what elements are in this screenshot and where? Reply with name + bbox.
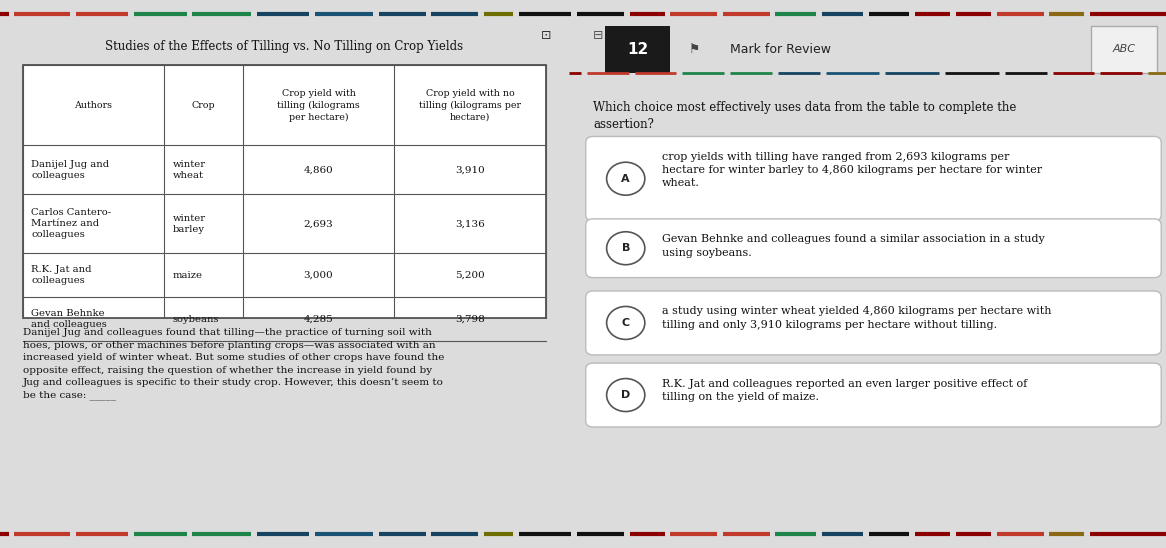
- Text: A: A: [621, 174, 630, 184]
- Text: Crop: Crop: [191, 101, 216, 110]
- FancyBboxPatch shape: [1091, 26, 1157, 73]
- Text: Authors: Authors: [75, 101, 112, 110]
- FancyBboxPatch shape: [23, 65, 546, 318]
- Text: Danijel Jug and colleagues found that tilling—the practice of turning soil with
: Danijel Jug and colleagues found that ti…: [23, 328, 444, 400]
- Text: B: B: [621, 243, 630, 253]
- Text: 12: 12: [627, 42, 648, 57]
- Text: maize: maize: [173, 271, 203, 280]
- Text: C: C: [621, 318, 630, 328]
- Text: 5,200: 5,200: [456, 271, 485, 280]
- Text: winter
wheat: winter wheat: [173, 159, 205, 180]
- Text: Danijel Jug and
colleagues: Danijel Jug and colleagues: [31, 159, 110, 180]
- Text: 3,000: 3,000: [303, 271, 333, 280]
- Text: 3,136: 3,136: [456, 219, 485, 229]
- Text: 2,693: 2,693: [303, 219, 333, 229]
- Text: D: D: [621, 390, 631, 400]
- Text: Gevan Behnke and colleagues found a similar association in a study
using soybean: Gevan Behnke and colleagues found a simi…: [661, 235, 1045, 258]
- Text: ⊟: ⊟: [592, 30, 603, 42]
- Text: Crop yield with
tilling (kilograms
per hectare): Crop yield with tilling (kilograms per h…: [278, 89, 360, 122]
- FancyBboxPatch shape: [585, 136, 1161, 221]
- Text: Crop yield with no
tilling (kilograms per
hectare): Crop yield with no tilling (kilograms pe…: [420, 89, 521, 122]
- FancyBboxPatch shape: [585, 291, 1161, 355]
- Text: crop yields with tilling have ranged from 2,693 kilograms per
hectare for winter: crop yields with tilling have ranged fro…: [661, 152, 1041, 189]
- Text: soybeans: soybeans: [173, 315, 219, 323]
- Text: ⊡: ⊡: [541, 30, 552, 42]
- Text: Studies of the Effects of Tilling vs. No Tilling on Crop Yields: Studies of the Effects of Tilling vs. No…: [105, 39, 464, 53]
- Text: R.K. Jat and
colleagues: R.K. Jat and colleagues: [31, 265, 92, 286]
- Text: 4,860: 4,860: [303, 165, 333, 174]
- FancyBboxPatch shape: [585, 219, 1161, 278]
- Text: 3,910: 3,910: [456, 165, 485, 174]
- Text: a study using winter wheat yielded 4,860 kilograms per hectare with
tilling and : a study using winter wheat yielded 4,860…: [661, 306, 1051, 330]
- Text: Which choice most effectively uses data from the table to complete the
assertion: Which choice most effectively uses data …: [592, 101, 1017, 132]
- Text: ABC: ABC: [1112, 44, 1136, 54]
- Text: Mark for Review: Mark for Review: [730, 43, 831, 56]
- Text: R.K. Jat and colleagues reported an even larger positive effect of
tilling on th: R.K. Jat and colleagues reported an even…: [661, 379, 1027, 402]
- Text: ⚑: ⚑: [688, 43, 700, 56]
- Text: 4,285: 4,285: [303, 315, 333, 323]
- Text: Gevan Behnke
and colleagues: Gevan Behnke and colleagues: [31, 309, 107, 329]
- FancyBboxPatch shape: [605, 26, 670, 73]
- Text: 3,798: 3,798: [456, 315, 485, 323]
- Text: Carlos Cantero-
Martínez and
colleagues: Carlos Cantero- Martínez and colleagues: [31, 208, 112, 239]
- FancyBboxPatch shape: [585, 363, 1161, 427]
- Text: winter
barley: winter barley: [173, 214, 205, 234]
